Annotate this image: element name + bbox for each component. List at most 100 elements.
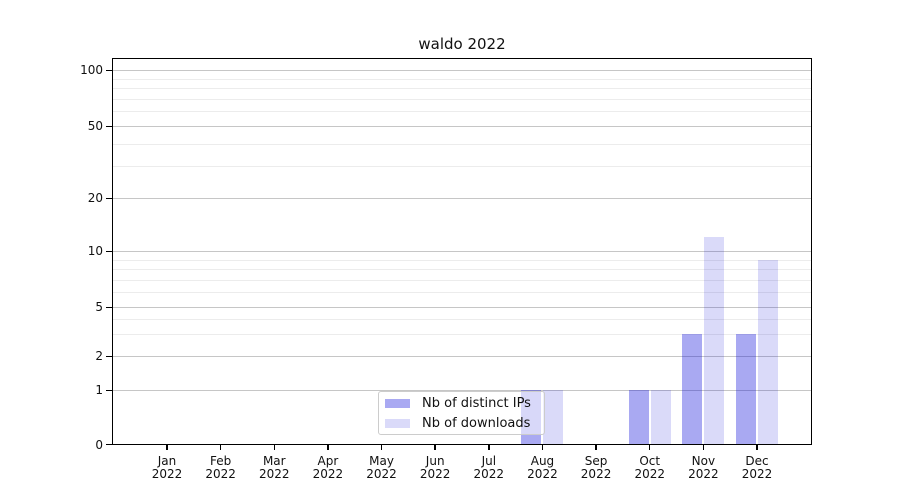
y-tick-label-10: 10	[87, 244, 103, 258]
gridline-minor	[112, 111, 812, 113]
gridline-minor	[112, 98, 812, 100]
gridline-minor	[112, 88, 812, 90]
x-tick-month: Nov	[691, 454, 716, 468]
x-tick-mark	[541, 445, 544, 450]
x-tick-month: Jun	[425, 454, 445, 468]
x-tick-mark	[327, 445, 329, 450]
x-tick-year: 2022	[151, 467, 183, 481]
x-tick-label-dec: Dec 2022	[730, 455, 784, 481]
chart-title: waldo 2022	[418, 35, 506, 53]
y-tick-label-1: 1	[95, 383, 103, 397]
y-tick-label-50: 50	[87, 119, 103, 133]
legend: Nb of distinct IPs Nb of downloads	[378, 391, 545, 435]
x-tick-year: 2022	[688, 467, 719, 481]
y-tick-label-5: 5	[95, 300, 103, 314]
gridline-minor	[112, 259, 812, 261]
x-tick-label-jan: Jan 2022	[140, 455, 194, 481]
gridline-minor	[112, 334, 812, 336]
x-tick-month: Jan	[157, 454, 177, 468]
y-tick-mark	[106, 69, 112, 71]
y-tick-label-2: 2	[95, 349, 103, 363]
x-tick-year: 2022	[366, 467, 397, 481]
y-tick-label-20: 20	[87, 191, 103, 205]
legend-label-downloads: Nb of downloads	[422, 415, 531, 431]
gridline-minor	[112, 166, 812, 168]
x-tick-month: May	[369, 454, 394, 468]
gridlines-layer	[112, 58, 812, 445]
x-tick-month: Apr	[317, 454, 339, 468]
x-tick-mark	[380, 445, 383, 450]
gridline-major	[112, 70, 812, 71]
x-tick-month: Dec	[745, 454, 769, 468]
x-tick-year: 2022	[473, 467, 505, 481]
bar-downloads-aug	[543, 390, 564, 444]
gridline-minor	[112, 279, 812, 281]
gridline-major	[112, 390, 812, 391]
x-tick-label-nov: Nov 2022	[676, 455, 730, 481]
gridline-minor	[112, 318, 812, 320]
x-tick-label-jun: Jun 2022	[408, 455, 462, 481]
bar-distinct-ips-dec	[736, 334, 756, 444]
y-tick-label-0: 0	[95, 437, 103, 452]
bar-downloads-dec	[758, 259, 778, 444]
x-tick-year: 2022	[741, 467, 773, 481]
x-tick-year: 2022	[580, 467, 612, 481]
x-tick-label-may: May 2022	[355, 455, 409, 481]
x-tick-label-feb: Feb 2022	[194, 455, 248, 481]
x-tick-month: Mar	[262, 454, 286, 468]
y-tick-mark	[106, 355, 112, 357]
x-tick-year: 2022	[258, 467, 290, 481]
y-tick-label-100: 100	[80, 63, 103, 77]
bar-downloads-oct	[650, 390, 671, 444]
x-tick-year: 2022	[419, 467, 451, 481]
x-tick-month: Sep	[584, 454, 608, 468]
x-tick-month: Aug	[530, 454, 555, 468]
x-tick-label-oct: Oct 2022	[623, 455, 677, 481]
y-tick-mark	[106, 250, 112, 252]
bars-layer	[112, 58, 812, 445]
x-tick-mark	[595, 445, 597, 450]
x-tick-label-apr: Apr 2022	[301, 455, 355, 481]
x-tick-label-jul: Jul 2022	[462, 455, 516, 481]
x-tick-year: 2022	[205, 467, 236, 481]
gridline-minor	[112, 143, 812, 145]
x-tick-mark	[434, 445, 436, 450]
x-tick-month: Feb	[210, 454, 232, 468]
x-tick-month: Oct	[639, 454, 661, 468]
gridline-minor	[112, 269, 812, 271]
y-tick-mark	[106, 125, 112, 127]
gridline-major	[112, 251, 812, 252]
gridline-major	[112, 356, 812, 357]
x-tick-mark	[649, 445, 651, 450]
y-tick-mark	[106, 389, 112, 391]
x-tick-mark	[166, 445, 168, 450]
gridline-major	[112, 126, 812, 127]
x-tick-year: 2022	[527, 467, 558, 481]
x-tick-mark	[488, 445, 490, 450]
bar-distinct-ips-oct	[628, 390, 649, 444]
x-tick-month: Jul	[481, 454, 497, 468]
gridline-minor	[112, 292, 812, 294]
legend-row-downloads: Nb of downloads	[385, 415, 544, 431]
x-tick-mark	[702, 445, 705, 450]
legend-row-distinct-ips: Nb of distinct IPs	[385, 395, 544, 411]
y-tick-mark	[106, 306, 112, 308]
bar-downloads-nov	[704, 237, 725, 444]
gridline-major	[112, 198, 812, 199]
x-tick-label-aug: Aug 2022	[515, 455, 569, 481]
bar-distinct-ips-nov	[682, 334, 703, 444]
x-tick-mark	[756, 445, 758, 450]
x-tick-year: 2022	[634, 467, 665, 481]
legend-swatch-downloads	[385, 418, 410, 428]
gridline-minor	[112, 78, 812, 80]
legend-swatch-distinct-ips	[385, 398, 410, 408]
x-tick-year: 2022	[312, 467, 344, 481]
x-tick-mark	[273, 445, 275, 450]
x-tick-label-sep: Sep 2022	[569, 455, 623, 481]
x-tick-mark	[219, 445, 222, 450]
x-tick-label-mar: Mar 2022	[247, 455, 301, 481]
gridline-major	[112, 307, 812, 308]
legend-label-distinct-ips: Nb of distinct IPs	[422, 395, 531, 411]
y-tick-mark	[106, 444, 112, 446]
